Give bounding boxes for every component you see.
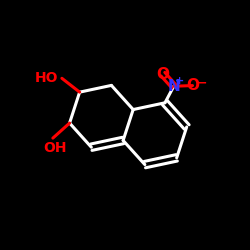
Text: O: O <box>186 78 199 93</box>
Text: OH: OH <box>44 140 67 154</box>
Text: −: − <box>197 76 207 89</box>
Text: O: O <box>156 67 170 82</box>
Text: +: + <box>175 76 184 86</box>
Text: N: N <box>168 79 180 94</box>
Text: HO: HO <box>35 71 58 85</box>
